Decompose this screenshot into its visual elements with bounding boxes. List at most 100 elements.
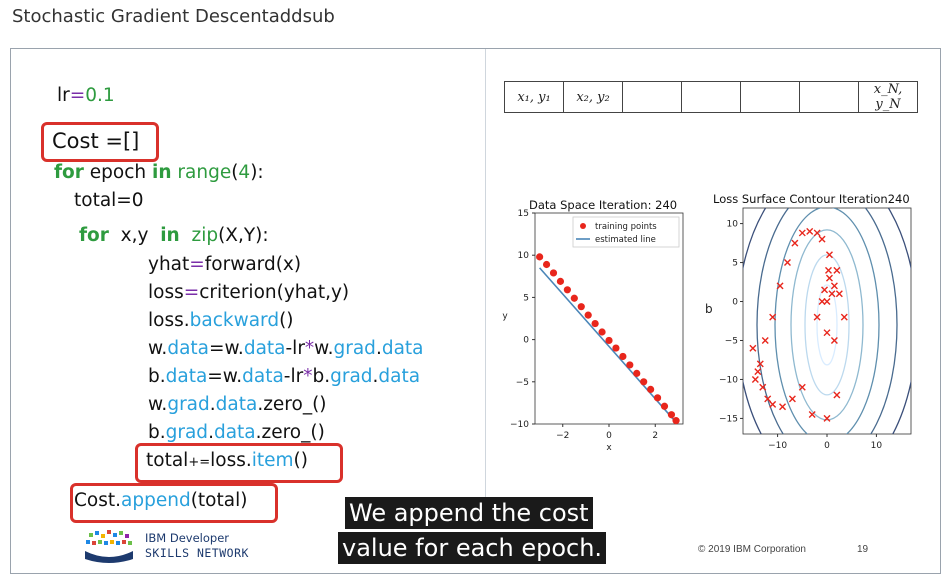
y-axis-label: y xyxy=(502,312,508,322)
trajectory-point xyxy=(779,403,787,411)
estimated-line xyxy=(539,267,677,423)
trajectory-point xyxy=(749,344,757,352)
code-line-backward: loss.backward() xyxy=(148,310,294,331)
y-tick-label: −15 xyxy=(719,414,738,424)
contour-lines xyxy=(743,208,911,434)
trajectory-point xyxy=(783,259,791,267)
plot-frame xyxy=(534,212,684,425)
training-point xyxy=(577,303,585,311)
trajectory-point xyxy=(833,266,841,274)
trajectory-point xyxy=(759,383,767,391)
x-axis-label: x xyxy=(606,443,612,453)
sample-cell: x_N, y_N xyxy=(858,81,918,113)
code-line-yhat: yhat=forward(x) xyxy=(148,254,302,275)
ibm-skills-network-logo xyxy=(85,530,133,563)
trajectory-point xyxy=(830,336,838,344)
caption-line-2: value for each epoch. xyxy=(338,532,607,564)
code-line-for-xy: for x,y in zip(X,Y): xyxy=(79,225,269,246)
training-point xyxy=(605,336,613,345)
sample-cell xyxy=(799,81,859,113)
append-highlight-box xyxy=(70,483,278,523)
y-tick-label: 5 xyxy=(732,259,738,269)
sample-cell: x₁, y₁ xyxy=(504,81,564,113)
contour-chart-title: Loss Surface Contour Iteration240 xyxy=(713,192,910,206)
training-point xyxy=(672,417,680,425)
trajectory-point xyxy=(769,400,777,408)
contour-ring xyxy=(816,284,838,366)
training-point xyxy=(570,294,578,302)
y-tick-label: 0 xyxy=(732,298,738,308)
trajectory-point xyxy=(833,391,841,399)
trajectory-point xyxy=(751,375,759,383)
training-point xyxy=(536,253,544,261)
trajectory-point xyxy=(761,336,769,344)
trajectory-point xyxy=(754,368,762,376)
code-line-total-add: total+=loss.item() xyxy=(146,450,308,471)
training-point xyxy=(653,394,662,402)
x-axis-label: w xyxy=(823,452,830,454)
sample-cell: x₂, y₂ xyxy=(563,81,623,113)
training-point xyxy=(556,277,565,285)
code-line-b-update: b.data=w.data-lr*b.grad.data xyxy=(148,366,421,387)
training-point xyxy=(591,319,599,328)
x-tick-label: 0 xyxy=(824,441,830,451)
y-tick-label: 10 xyxy=(727,220,739,230)
x-tick-label: −2 xyxy=(556,431,569,441)
legend-label: training points xyxy=(595,222,657,232)
trajectory-point xyxy=(830,282,838,290)
y-tick-label: −5 xyxy=(725,336,738,346)
trajectory-point xyxy=(798,383,806,391)
y-tick-label: 10 xyxy=(518,251,530,261)
x-tick-label: 2 xyxy=(652,431,658,441)
trajectory-point xyxy=(824,266,832,274)
slide-divider xyxy=(485,49,486,519)
code-line-b-zero: b.grad.data.zero_() xyxy=(148,422,325,443)
training-point xyxy=(542,260,551,269)
code-line-cost-append: Cost.append(total) xyxy=(74,490,248,511)
contour-ring xyxy=(804,254,850,396)
contour-ring xyxy=(756,208,898,434)
y-tick-label: −10 xyxy=(510,420,529,430)
y-tick-label: 0 xyxy=(523,336,529,346)
trajectory-point xyxy=(821,286,829,294)
y-tick-label: −5 xyxy=(516,378,529,388)
trajectory-point xyxy=(769,313,777,321)
trajectory-point xyxy=(813,313,821,321)
trajectory-point xyxy=(823,414,831,422)
code-line-loss: loss=criterion(yhat,y) xyxy=(148,282,350,303)
trajectory-point xyxy=(788,395,796,403)
sample-cell xyxy=(740,81,800,113)
data-space-chart: 15 10 5 0 −5 −10 −2 0 2 x y training points estimate… xyxy=(502,209,684,453)
x-tick-label: 0 xyxy=(606,431,612,441)
page-number: 19 xyxy=(857,544,869,555)
trajectory-point xyxy=(840,313,848,321)
x-tick-label: −10 xyxy=(768,441,787,451)
x-tick-label: 10 xyxy=(871,441,883,451)
trajectory-point xyxy=(764,395,772,403)
cost-highlight-box xyxy=(41,122,159,162)
contour-ring xyxy=(790,229,864,421)
trajectory-point xyxy=(808,411,816,419)
total-highlight-box xyxy=(135,443,343,483)
training-point xyxy=(667,411,676,419)
training-point xyxy=(660,402,669,410)
training-point xyxy=(612,344,620,352)
code-line-cost: Cost =[] xyxy=(52,129,140,153)
sample-cell xyxy=(622,81,682,113)
trajectory-point xyxy=(776,282,784,290)
trajectory-point xyxy=(823,298,831,306)
sample-table: x₁, y₁ x₂, y₂ x_N, y_N xyxy=(504,81,918,113)
trajectory-point xyxy=(825,274,833,282)
trajectory-point xyxy=(806,227,814,235)
code-line-w-update: w.data=w.data-lr*w.grad.data xyxy=(148,338,424,359)
code-line-lr: lr=0.1 xyxy=(57,85,115,106)
code-line-total-init: total=0 xyxy=(74,190,144,211)
slide: lr=0.1 Cost =[] for epoch in range(4): t… xyxy=(10,48,941,574)
y-tick-label: −10 xyxy=(719,375,738,385)
training-point xyxy=(640,378,648,386)
contour-ring xyxy=(774,208,880,434)
training-point xyxy=(633,369,641,377)
sample-cell xyxy=(681,81,741,113)
legend-marker-points xyxy=(580,223,586,229)
trajectory-point xyxy=(828,290,836,298)
